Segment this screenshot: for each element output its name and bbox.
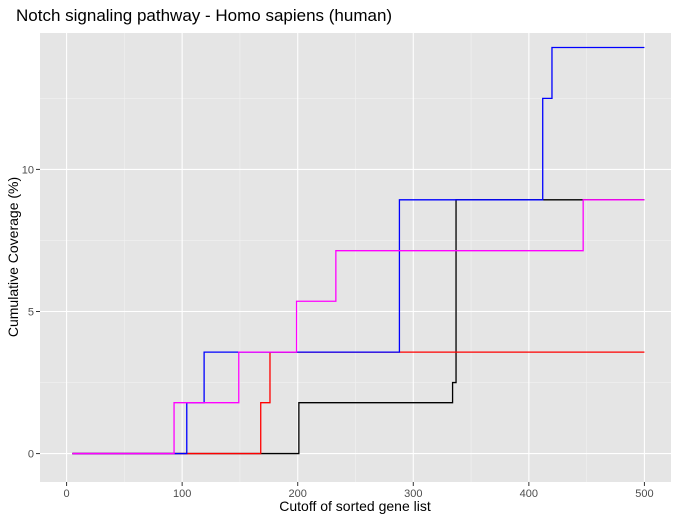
minor-gridlines: [40, 33, 671, 482]
x-axis-ticks: 0 100 200 300 400 500: [64, 482, 654, 500]
y-tick-label: 0: [28, 449, 34, 461]
y-tick-label: 10: [22, 164, 34, 176]
y-axis-ticks: 0 5 10: [22, 164, 40, 461]
y-tick-label: 5: [28, 306, 34, 318]
series-lines: [72, 46, 645, 455]
x-tick-label: 400: [520, 488, 538, 500]
x-tick-label: 200: [289, 488, 307, 500]
x-tick-label: 500: [635, 488, 653, 500]
series-line-1: [72, 199, 645, 455]
x-axis-title: Cutoff of sorted gene list: [279, 498, 431, 514]
x-tick-label: 0: [64, 488, 70, 500]
y-axis-title: Cumulative Coverage (%): [5, 177, 21, 337]
chart-title: Notch signaling pathway - Homo sapiens (…: [16, 6, 392, 25]
x-tick-label: 100: [173, 488, 191, 500]
major-gridlines: [40, 33, 671, 482]
series-line-4: [72, 199, 645, 455]
x-tick-label: 300: [404, 488, 422, 500]
series-line-3: [72, 46, 645, 455]
